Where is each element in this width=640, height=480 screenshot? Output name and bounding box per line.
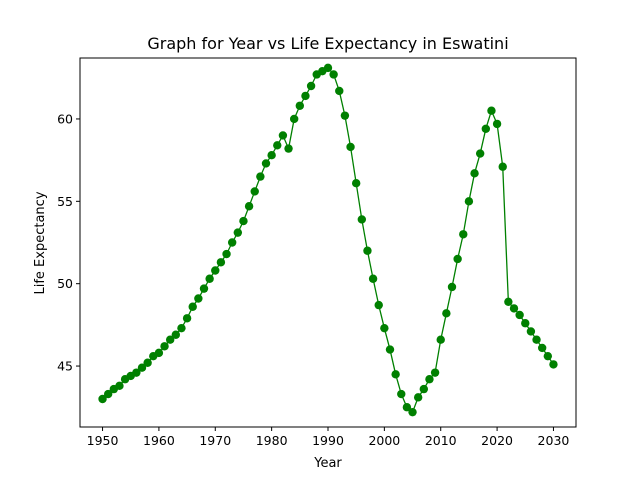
data-point (194, 294, 203, 303)
x-tick-label: 1960 (143, 433, 175, 448)
data-point (306, 81, 316, 91)
data-point (549, 360, 558, 369)
data-point (199, 284, 209, 293)
data-point (239, 216, 248, 226)
data-point (464, 197, 474, 206)
data-point (284, 144, 293, 153)
y-tick-label: 55 (57, 194, 73, 209)
data-point (261, 159, 271, 168)
data-point (537, 343, 547, 353)
data-point (402, 403, 412, 412)
data-point (115, 381, 124, 391)
data-point (340, 111, 350, 120)
x-tick-label: 2000 (368, 433, 400, 448)
data-point (132, 368, 141, 377)
data-point (160, 342, 169, 351)
data-point (177, 323, 186, 333)
data-point (233, 228, 243, 237)
data-point (436, 335, 445, 344)
data-point (543, 351, 553, 361)
data-point (256, 172, 265, 181)
data-point (273, 141, 282, 150)
data-point (413, 393, 423, 402)
data-point (165, 335, 175, 344)
data-point (521, 319, 530, 328)
data-point (526, 327, 536, 336)
data-point (351, 178, 361, 188)
data-point (357, 215, 367, 224)
y-axis-label: Life Expectancy (33, 191, 48, 294)
x-tick-label: 1970 (199, 433, 231, 448)
data-point (346, 142, 355, 152)
x-axis: 1950 1960 1970 1980 1990 2000 2010 2020 2030 (87, 427, 570, 448)
y-tick-label: 50 (57, 276, 73, 291)
data-point (492, 119, 502, 129)
y-axis: 45 50 55 60 (57, 111, 80, 374)
data-point (188, 302, 197, 311)
data-point (137, 363, 147, 372)
data-point (363, 246, 372, 255)
data-point (408, 407, 417, 417)
data-point (211, 266, 220, 275)
data-point (182, 314, 192, 323)
x-tick-label: 1990 (312, 433, 344, 448)
data-point (301, 91, 310, 101)
x-tick-label: 1980 (256, 433, 288, 448)
x-tick-label: 2020 (481, 433, 513, 448)
data-point (244, 202, 254, 211)
data-point (515, 310, 524, 320)
data-point (391, 370, 400, 379)
data-point (103, 389, 113, 399)
y-tick-label: 60 (57, 111, 73, 126)
data-point (459, 230, 468, 239)
data-point (227, 238, 237, 247)
data-point (278, 131, 288, 140)
data-point (470, 169, 479, 178)
data-point (430, 368, 440, 377)
data-point (509, 304, 519, 313)
chart-title: Graph for Year vs Life Expectancy in Esw… (147, 34, 508, 53)
data-point (250, 187, 259, 196)
data-point (289, 114, 299, 124)
x-tick-label: 2030 (538, 433, 570, 448)
data-point (442, 309, 451, 318)
data-point (498, 162, 507, 171)
data-point (368, 274, 378, 283)
data-point (267, 150, 276, 160)
data-point (143, 358, 152, 367)
data-point (222, 249, 231, 259)
data-point (205, 274, 214, 283)
data-point (323, 63, 333, 73)
x-tick-label: 1950 (87, 433, 119, 448)
data-point (532, 335, 541, 344)
data-point (419, 384, 429, 394)
x-tick-label: 2010 (425, 433, 457, 448)
data-point (481, 124, 491, 134)
data-point (154, 348, 164, 358)
data-point (475, 149, 485, 158)
data-point (487, 106, 496, 115)
data-point (335, 86, 344, 96)
data-point (504, 297, 513, 307)
y-tick-label: 45 (57, 359, 73, 374)
data-point (385, 345, 395, 354)
data-point (329, 70, 338, 79)
data-point (98, 394, 107, 404)
data-point (453, 254, 462, 264)
data-point (295, 101, 305, 110)
data-point (447, 282, 457, 292)
data-point (374, 300, 383, 310)
data-point (425, 375, 434, 384)
plot-area (98, 63, 558, 417)
data-point (380, 323, 389, 333)
x-axis-label: Year (313, 456, 342, 471)
data-point (171, 330, 181, 339)
data-point (216, 258, 226, 267)
data-point (397, 389, 406, 399)
